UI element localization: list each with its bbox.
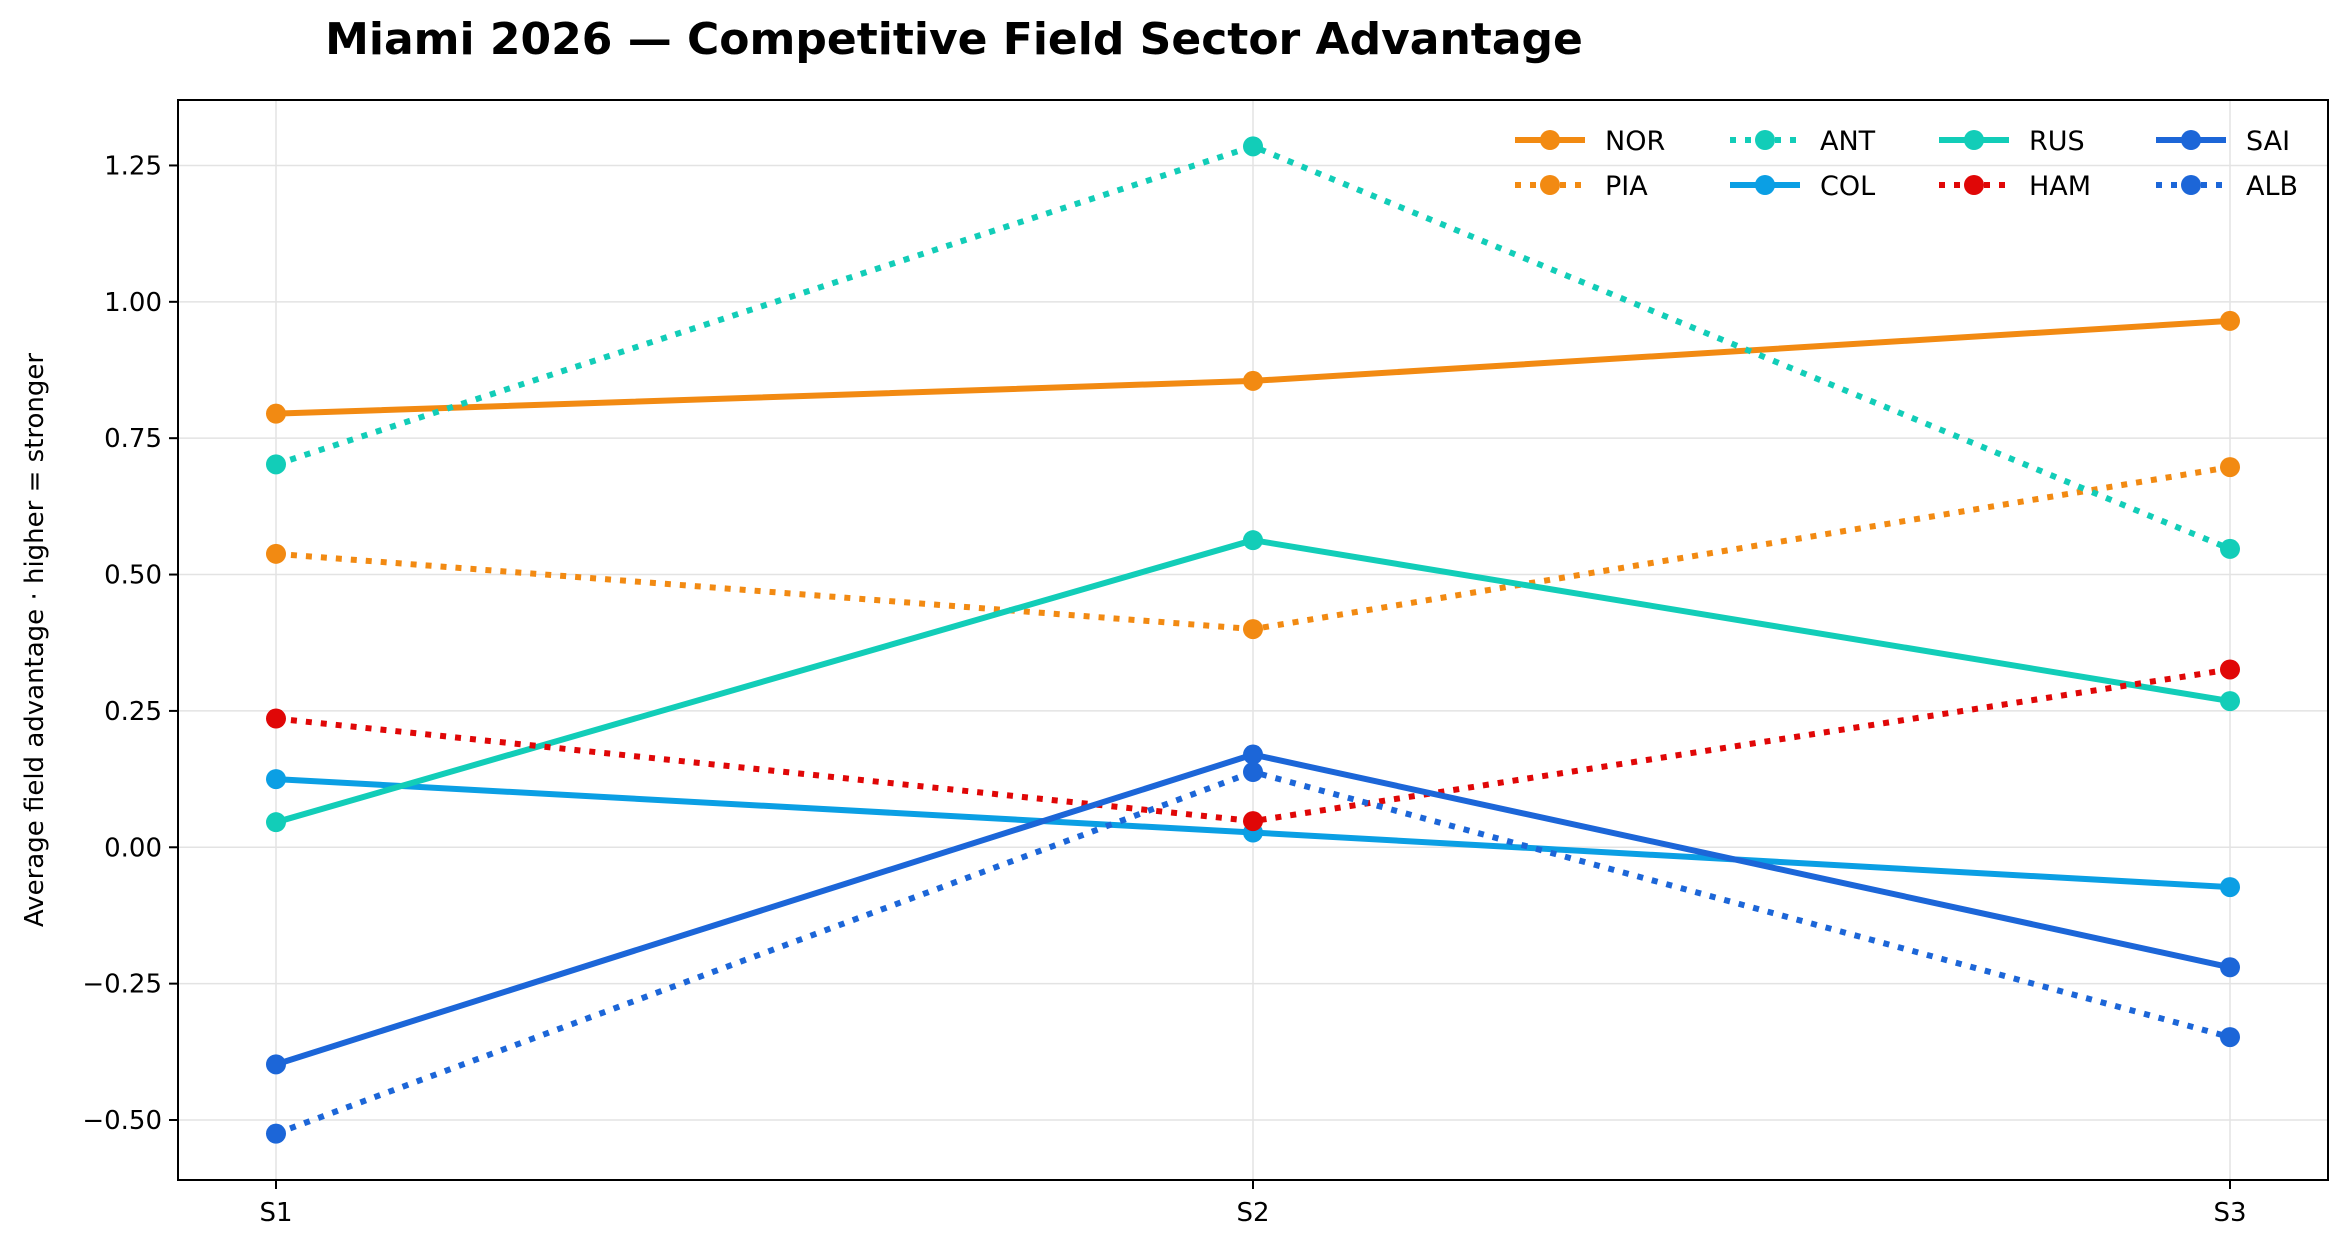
legend-swatch-marker xyxy=(2181,130,2201,150)
point-rus-s1 xyxy=(266,812,286,833)
legend-label: PIA xyxy=(1605,171,1648,202)
legend-swatch-marker xyxy=(1540,130,1560,150)
point-nor-s2 xyxy=(1243,370,1263,391)
point-ant-s3 xyxy=(2220,538,2240,559)
legend-swatch-marker xyxy=(2181,175,2201,195)
legend: NOR PIA ANT COL RUS HAM SAI ALB xyxy=(1515,126,2298,202)
legend-swatch-marker xyxy=(1964,175,1984,195)
axis-ticks: −0.50 −0.25 0.00 0.25 0.50 0.75 1.00 1.25 S1 S2 S3 xyxy=(82,151,2246,1228)
point-pia-s2 xyxy=(1243,619,1263,640)
point-ham-s1 xyxy=(266,708,286,729)
point-ant-s1 xyxy=(266,454,286,475)
point-ham-s3 xyxy=(2220,659,2240,680)
point-alb-s3 xyxy=(2220,1027,2240,1048)
legend-label: ALB xyxy=(2246,171,2298,202)
series-ant xyxy=(266,136,2240,559)
legend-label: SAI xyxy=(2246,126,2290,157)
x-tick-label-s2: S2 xyxy=(1236,1198,1269,1228)
legend-item-pia: PIA xyxy=(1515,171,1648,202)
y-tick-label: 1.00 xyxy=(104,288,162,318)
point-ant-s2 xyxy=(1243,136,1263,157)
y-tick-label: −0.25 xyxy=(82,970,162,1000)
point-rus-s2 xyxy=(1243,530,1263,551)
legend-label: NOR xyxy=(1605,126,1665,157)
point-ham-s2 xyxy=(1243,811,1263,832)
legend-label: ANT xyxy=(1820,126,1876,157)
y-tick-label: 0.75 xyxy=(104,424,162,454)
legend-label: HAM xyxy=(2029,171,2091,202)
point-nor-s1 xyxy=(266,403,286,424)
series-nor xyxy=(266,310,2240,424)
point-sai-s3 xyxy=(2220,957,2240,978)
chart-title: Miami 2026 — Competitive Field Sector Ad… xyxy=(325,14,1583,65)
point-sai-s2 xyxy=(1243,744,1263,765)
legend-item-col: COL xyxy=(1730,171,1875,202)
point-col-s3 xyxy=(2220,877,2240,898)
point-sai-s1 xyxy=(266,1054,286,1075)
point-pia-s3 xyxy=(2220,457,2240,478)
x-tick-label-s3: S3 xyxy=(2213,1198,2246,1228)
y-tick-label: 1.25 xyxy=(104,151,162,181)
legend-label: RUS xyxy=(2029,126,2085,157)
series-ham xyxy=(266,659,2240,832)
series-alb xyxy=(266,762,2240,1144)
point-alb-s1 xyxy=(266,1123,286,1144)
series-line-alb xyxy=(274,769,2231,1137)
x-tick-label-s1: S1 xyxy=(259,1198,292,1228)
legend-item-nor: NOR xyxy=(1515,126,1665,157)
y-tick-label: −0.50 xyxy=(82,1106,162,1136)
legend-swatch-marker xyxy=(1755,130,1775,150)
legend-item-alb: ALB xyxy=(2156,171,2298,202)
point-pia-s1 xyxy=(266,543,286,564)
legend-swatch-marker xyxy=(1964,130,1984,150)
y-tick-label: 0.50 xyxy=(104,561,162,591)
legend-swatch-marker xyxy=(1755,175,1775,195)
point-alb-s2 xyxy=(1243,762,1263,782)
legend-item-ham: HAM xyxy=(1939,171,2091,202)
y-tick-label: 0.25 xyxy=(104,697,162,727)
legend-item-sai: SAI xyxy=(2156,126,2290,157)
series-sai xyxy=(266,744,2240,1075)
point-col-s1 xyxy=(266,769,286,790)
series-layer xyxy=(266,136,2240,1144)
y-axis-label: Average field advantage · higher = stron… xyxy=(20,353,50,927)
point-rus-s3 xyxy=(2220,691,2240,712)
gridlines xyxy=(178,100,2328,1180)
legend-item-ant: ANT xyxy=(1730,126,1876,157)
legend-swatch-marker xyxy=(1540,175,1560,195)
legend-item-rus: RUS xyxy=(1939,126,2085,157)
series-rus xyxy=(266,530,2240,833)
series-pia xyxy=(266,457,2240,640)
point-nor-s3 xyxy=(2220,310,2240,331)
y-tick-label: 0.00 xyxy=(104,833,162,863)
series-col xyxy=(266,769,2240,898)
legend-label: COL xyxy=(1820,171,1875,202)
